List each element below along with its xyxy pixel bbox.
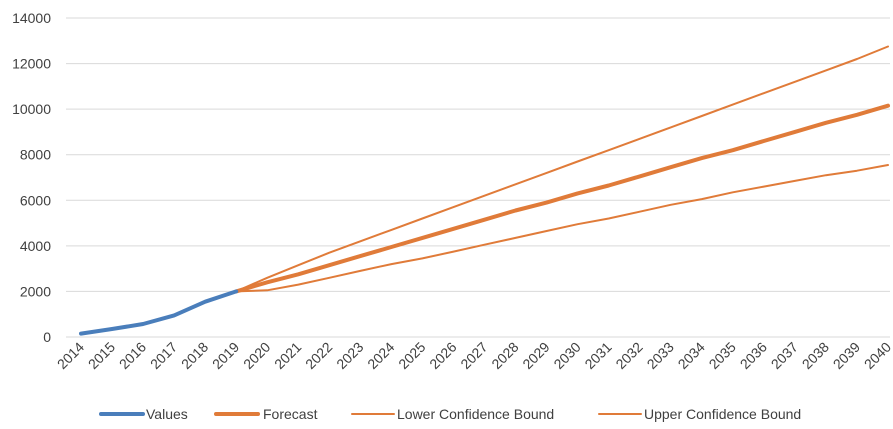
y-tick-label: 14000 — [12, 10, 51, 26]
y-axis-ticks: 0 2000 4000 6000 8000 10000 12000 14000 — [12, 10, 51, 345]
y-tick-label: 6000 — [20, 192, 51, 208]
x-tick-label: 2025 — [395, 339, 428, 372]
y-tick-label: 12000 — [12, 56, 51, 72]
x-tick-label: 2035 — [706, 339, 739, 372]
x-tick-label: 2026 — [426, 339, 459, 372]
gridlines — [66, 17, 890, 338]
x-tick-label: 2032 — [612, 339, 645, 372]
lower-confidence-bound-line — [235, 164, 889, 293]
x-tick-label: 2027 — [457, 339, 490, 372]
x-tick-label: 2034 — [675, 339, 708, 372]
x-tick-label: 2024 — [364, 339, 397, 372]
x-tick-label: 2015 — [85, 339, 118, 372]
y-tick-label: 8000 — [20, 147, 51, 163]
forecast-line — [234, 103, 890, 294]
x-tick-label: 2018 — [178, 339, 211, 372]
x-tick-label: 2023 — [333, 339, 366, 372]
x-axis-ticks: 2014201520162017201820192020202120222023… — [54, 339, 893, 372]
x-tick-label: 2036 — [737, 339, 770, 372]
x-tick-label: 2040 — [861, 339, 893, 372]
x-tick-label: 2031 — [581, 339, 614, 372]
y-tick-label: 4000 — [20, 238, 51, 254]
x-tick-label: 2017 — [147, 339, 180, 372]
series-lines — [79, 45, 890, 336]
legend-label: Lower Confidence Bound — [397, 406, 554, 422]
x-tick-label: 2029 — [519, 339, 552, 372]
upper-confidence-bound-line — [235, 45, 889, 293]
x-tick-label: 2014 — [54, 339, 87, 372]
x-tick-label: 2016 — [116, 339, 149, 372]
legend-label: Upper Confidence Bound — [644, 406, 801, 422]
values-line — [79, 289, 239, 336]
x-tick-label: 2021 — [271, 339, 304, 372]
x-tick-label: 2030 — [550, 339, 583, 372]
legend-label: Forecast — [263, 406, 318, 422]
x-tick-label: 2038 — [799, 339, 832, 372]
x-tick-label: 2028 — [488, 339, 521, 372]
y-tick-label: 10000 — [12, 101, 51, 117]
legend-label: Values — [146, 406, 188, 422]
x-tick-label: 2039 — [830, 339, 863, 372]
x-tick-label: 2022 — [302, 339, 335, 372]
x-tick-label: 2037 — [768, 339, 801, 372]
y-tick-label: 0 — [43, 329, 51, 345]
x-tick-label: 2019 — [209, 339, 242, 372]
legend: Values Forecast Lower Confidence Bound Uppe… — [99, 406, 801, 422]
x-tick-label: 2033 — [644, 339, 677, 372]
y-tick-label: 2000 — [20, 283, 51, 299]
x-tick-label: 2020 — [240, 339, 273, 372]
